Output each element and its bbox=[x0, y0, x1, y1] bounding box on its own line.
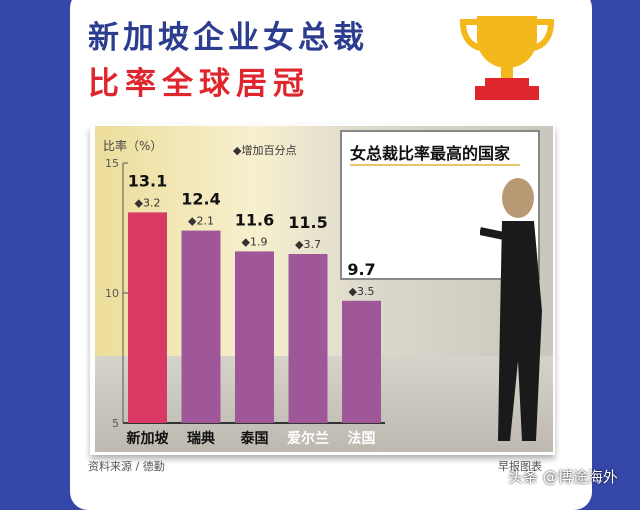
title-line-2: 比率全球居冠 bbox=[88, 66, 310, 102]
category-label: 泰国 bbox=[240, 430, 269, 447]
category-label: 爱尔兰 bbox=[287, 430, 329, 447]
trophy-icon bbox=[459, 16, 555, 100]
watermark: 头条 @博途海外 bbox=[508, 468, 618, 486]
credit-note: 早报图表 bbox=[498, 460, 542, 473]
y-tick-label: 10 bbox=[105, 287, 119, 300]
bar bbox=[181, 230, 221, 423]
value-label: 11.5 bbox=[288, 213, 327, 232]
increase-label: ◆1.9 bbox=[242, 235, 268, 248]
bar bbox=[235, 251, 274, 423]
y-tick-label: 15 bbox=[105, 157, 119, 170]
increase-label: ◆3.7 bbox=[295, 238, 321, 251]
value-label: 11.6 bbox=[235, 210, 274, 229]
businesswoman-figure bbox=[480, 178, 542, 441]
legend: ◆增加百分点 bbox=[233, 143, 296, 157]
bar bbox=[288, 254, 328, 423]
source-note: 资料来源 / 德勤 bbox=[88, 460, 165, 473]
bar-chart: 比率（%） ◆增加百分点 5 10 15 13.1 ◆3.2 新加坡 12.4 ◆2.1 瑞典 11.… bbox=[103, 138, 385, 447]
value-label: 13.1 bbox=[128, 171, 167, 190]
y-tick-label: 5 bbox=[112, 417, 119, 430]
bar bbox=[342, 300, 381, 423]
title-line-1: 新加坡企业女总裁 bbox=[88, 20, 368, 56]
category-label: 新加坡 bbox=[127, 430, 170, 447]
board-title: 女总裁比率最高的国家 bbox=[350, 144, 511, 163]
increase-label: ◆3.2 bbox=[135, 196, 161, 209]
y-axis-label: 比率（%） bbox=[103, 138, 162, 153]
category-label: 法国 bbox=[348, 430, 376, 447]
category-label: 瑞典 bbox=[187, 430, 215, 447]
board-underline bbox=[350, 164, 520, 166]
value-label: 9.7 bbox=[347, 260, 375, 279]
increase-label: ◆3.5 bbox=[349, 285, 375, 298]
value-label: 12.4 bbox=[181, 190, 220, 209]
increase-label: ◆2.1 bbox=[188, 215, 214, 228]
bar bbox=[128, 212, 167, 423]
